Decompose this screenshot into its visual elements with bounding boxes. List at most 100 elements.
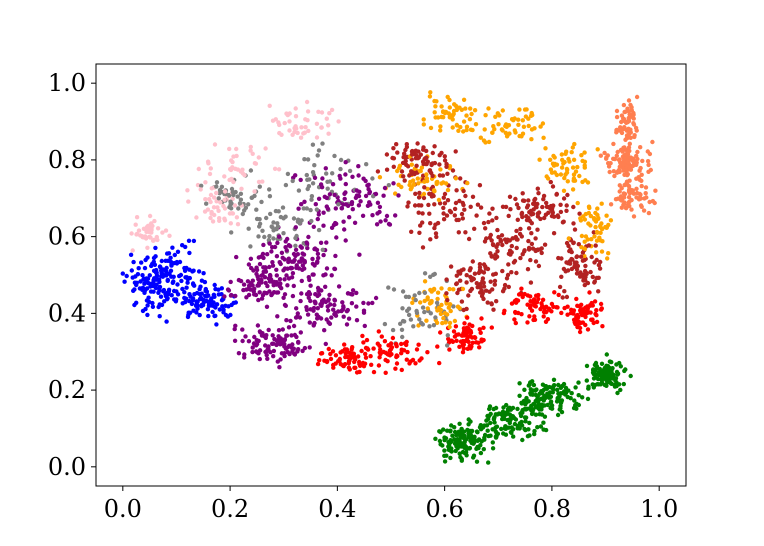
scatter-point bbox=[650, 139, 655, 145]
scatter-point bbox=[422, 157, 427, 162]
scatter-point bbox=[238, 197, 244, 202]
scatter-point bbox=[545, 402, 550, 408]
scatter-point bbox=[561, 266, 567, 272]
scatter-point bbox=[230, 189, 235, 195]
scatter-point bbox=[626, 98, 632, 103]
scatter-point bbox=[232, 203, 238, 208]
scatter-point bbox=[445, 187, 451, 193]
scatter-point bbox=[502, 286, 507, 291]
scatter-point bbox=[246, 339, 252, 344]
scatter-point bbox=[361, 308, 367, 313]
scatter-point bbox=[250, 283, 255, 288]
scatter-point bbox=[541, 314, 546, 319]
scatter-point bbox=[561, 196, 567, 201]
scatter-point bbox=[481, 447, 486, 452]
scatter-point bbox=[458, 435, 464, 440]
scatter-point bbox=[325, 179, 330, 184]
scatter-point bbox=[629, 105, 634, 110]
scatter-point bbox=[578, 254, 584, 259]
scatter-point bbox=[556, 391, 561, 396]
scatter-point bbox=[646, 169, 651, 174]
scatter-point bbox=[432, 110, 437, 115]
scatter-point bbox=[549, 170, 555, 175]
scatter-point bbox=[500, 268, 505, 274]
scatter-point bbox=[575, 200, 580, 206]
scatter-point bbox=[537, 157, 542, 162]
scatter-point bbox=[477, 262, 483, 267]
scatter-point bbox=[206, 301, 212, 307]
scatter-point bbox=[256, 338, 261, 344]
scatter-point bbox=[299, 278, 304, 284]
scatter-point bbox=[234, 146, 239, 152]
scatter-point bbox=[569, 256, 574, 262]
scatter-point bbox=[326, 346, 331, 352]
scatter-point bbox=[578, 308, 583, 313]
scatter-point bbox=[464, 325, 470, 330]
scatter-point bbox=[297, 221, 303, 226]
scatter-point bbox=[481, 220, 487, 226]
scatter-point bbox=[266, 327, 271, 333]
scatter-point bbox=[414, 163, 419, 168]
scatter-point bbox=[582, 239, 587, 244]
scatter-point bbox=[598, 153, 603, 158]
scatter-point bbox=[632, 134, 637, 140]
scatter-point bbox=[226, 304, 231, 309]
scatter-point bbox=[293, 114, 299, 119]
scatter-point bbox=[550, 184, 556, 189]
scatter-point bbox=[483, 113, 488, 118]
scatter-point bbox=[206, 313, 211, 319]
scatter-point bbox=[459, 458, 464, 463]
scatter-point bbox=[284, 318, 289, 323]
scatter-point bbox=[525, 293, 530, 298]
scatter-point bbox=[460, 286, 466, 292]
scatter-point bbox=[625, 106, 630, 111]
scatter-point bbox=[154, 270, 159, 275]
scatter-point bbox=[402, 319, 407, 324]
scatter-point bbox=[541, 420, 546, 425]
scatter-point bbox=[524, 205, 530, 210]
scatter-point bbox=[340, 307, 345, 312]
scatter-point bbox=[465, 335, 471, 340]
scatter-point bbox=[607, 359, 613, 364]
scatter-point bbox=[354, 290, 359, 296]
scatter-point bbox=[415, 176, 420, 181]
scatter-point bbox=[145, 303, 150, 308]
scatter-point bbox=[257, 290, 262, 295]
scatter-point bbox=[228, 293, 234, 298]
scatter-point bbox=[309, 194, 315, 199]
scatter-point bbox=[619, 119, 624, 125]
scatter-point bbox=[531, 407, 536, 412]
scatter-point bbox=[157, 314, 162, 319]
scatter-point bbox=[491, 124, 496, 129]
scatter-point bbox=[417, 230, 422, 235]
scatter-point bbox=[595, 147, 600, 152]
scatter-point bbox=[451, 108, 457, 114]
scatter-point bbox=[627, 165, 632, 170]
scatter-point bbox=[582, 159, 588, 164]
scatter-point bbox=[248, 144, 253, 150]
scatter-point bbox=[456, 230, 461, 235]
scatter-point bbox=[250, 151, 255, 156]
scatter-point bbox=[403, 158, 408, 164]
scatter-point bbox=[284, 273, 289, 278]
scatter-point bbox=[560, 220, 566, 225]
scatter-point bbox=[435, 296, 440, 302]
scatter-point bbox=[384, 213, 390, 219]
scatter-point bbox=[203, 197, 208, 202]
scatter-point bbox=[149, 221, 154, 226]
scatter-point bbox=[565, 394, 570, 400]
scatter-point bbox=[475, 285, 480, 290]
scatter-point bbox=[290, 178, 295, 184]
scatter-point bbox=[555, 412, 561, 418]
scatter-point bbox=[633, 125, 639, 131]
scatter-point bbox=[451, 329, 457, 334]
scatter-point bbox=[513, 300, 519, 305]
scatter-point bbox=[322, 358, 327, 363]
scatter-point bbox=[599, 361, 605, 366]
scatter-point bbox=[494, 424, 500, 429]
scatter-point bbox=[571, 240, 576, 246]
scatter-point bbox=[172, 252, 177, 258]
scatter-point bbox=[541, 193, 547, 199]
scatter-point bbox=[609, 381, 614, 386]
scatter-point bbox=[417, 168, 423, 174]
